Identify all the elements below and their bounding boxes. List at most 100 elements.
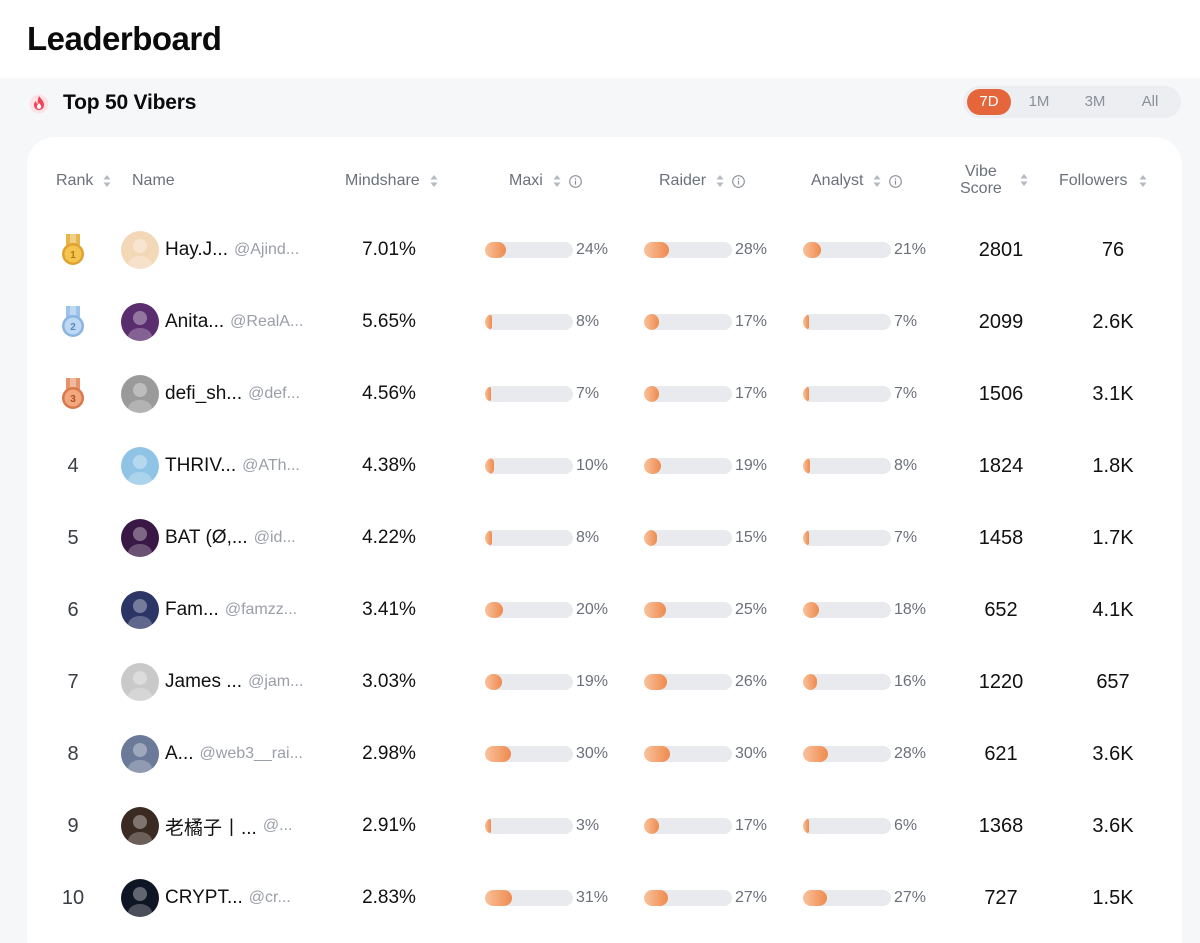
display-name: BAT (Ø,...	[165, 527, 248, 548]
display-name: defi_sh...	[165, 383, 243, 404]
analyst-bar-fill	[803, 746, 828, 762]
avatar[interactable]	[121, 303, 159, 341]
analyst-bar	[803, 386, 891, 402]
analyst-bar	[803, 818, 891, 834]
user-name-cell[interactable]: Fam... @famzz...	[165, 574, 297, 646]
tab-7d[interactable]: 7D	[967, 89, 1011, 115]
raider-cell: 15%	[644, 502, 767, 574]
vibe-score-value: 1506	[978, 382, 1024, 405]
raider-header-label: Raider	[659, 172, 707, 189]
user-handle: @cr...	[248, 889, 291, 906]
maxi-bar	[485, 458, 573, 474]
table-row[interactable]: 4 THRIV... @ATh... 4.38% 10% 19%	[27, 430, 1182, 502]
column-header-raider[interactable]: Raider	[659, 172, 745, 190]
maxi-cell: 24%	[485, 214, 608, 286]
avatar[interactable]	[121, 879, 159, 917]
info-icon[interactable]	[889, 174, 903, 188]
column-header-rank[interactable]: Rank	[56, 172, 111, 190]
maxi-bar-fill	[485, 890, 513, 906]
maxi-header-label: Maxi	[509, 172, 543, 189]
avatar[interactable]	[121, 807, 159, 845]
rank-number: 6	[67, 598, 79, 621]
maxi-bar-fill	[485, 530, 493, 546]
mindshare-value: 5.65%	[362, 311, 416, 332]
analyst-bar-fill	[803, 314, 810, 330]
user-name-cell[interactable]: 老橘子丨... @...	[165, 790, 292, 862]
analyst-bar	[803, 674, 891, 690]
table-row[interactable]: 6 Fam... @famzz... 3.41% 20% 25%	[27, 574, 1182, 646]
table-row[interactable]: 8 A... @web3__rai... 2.98% 30% 30%	[27, 718, 1182, 790]
rank-header-label: Rank	[56, 172, 94, 189]
table-row[interactable]: 10 CRYPT... @cr... 2.83% 31% 27%	[27, 862, 1182, 934]
avatar[interactable]	[121, 735, 159, 773]
vibe-score-value: 1458	[978, 526, 1024, 549]
table-row[interactable]: 7 James ... @jam... 3.03% 19% 26%	[27, 646, 1182, 718]
column-header-analyst[interactable]: Analyst	[811, 172, 903, 190]
raider-bar-fill	[644, 530, 658, 546]
table-row[interactable]: 2 Anita... @RealA... 5.65% 8%	[27, 286, 1182, 358]
user-name-cell[interactable]: CRYPT... @cr...	[165, 862, 291, 934]
avatar[interactable]	[121, 447, 159, 485]
tab-1m[interactable]: 1M	[1028, 93, 1050, 110]
maxi-cell: 31%	[485, 862, 608, 934]
maxi-percent: 8%	[576, 529, 600, 546]
raider-percent: 15%	[735, 529, 768, 546]
sort-icon	[1020, 174, 1028, 186]
analyst-bar-fill	[803, 818, 809, 834]
column-header-followers[interactable]: Followers	[1059, 172, 1147, 190]
user-name-cell[interactable]: A... @web3__rai...	[165, 718, 303, 790]
analyst-percent: 7%	[894, 313, 918, 330]
user-name-cell[interactable]: defi_sh... @def...	[165, 358, 300, 430]
section-title: Top 50 Vibers	[63, 91, 197, 114]
user-name-cell[interactable]: BAT (Ø,... @id...	[165, 502, 296, 574]
info-icon[interactable]	[568, 174, 582, 188]
rank-number: 5	[67, 526, 79, 549]
avatar[interactable]	[121, 231, 159, 269]
avatar[interactable]	[121, 519, 159, 557]
display-name: Fam...	[165, 599, 219, 620]
user-handle: @Ajind...	[234, 241, 300, 258]
maxi-percent: 20%	[576, 601, 609, 618]
raider-bar-fill	[644, 890, 668, 906]
tab-all[interactable]: All	[1141, 93, 1159, 110]
user-name-cell[interactable]: THRIV... @ATh...	[165, 430, 300, 502]
followers-value: 1.5K	[1092, 886, 1134, 909]
avatar[interactable]	[121, 663, 159, 701]
user-handle: @jam...	[248, 673, 304, 690]
column-header-maxi[interactable]: Maxi	[509, 172, 582, 190]
table-row[interactable]: 1 Hay.J... @Ajind... 7.01% 24%	[27, 214, 1182, 286]
raider-cell: 28%	[644, 214, 767, 286]
maxi-bar	[485, 674, 573, 690]
raider-bar	[644, 674, 732, 690]
avatar[interactable]	[121, 591, 159, 629]
user-name-cell[interactable]: James ... @jam...	[165, 646, 303, 718]
table-row[interactable]: 3 defi_sh... @def... 4.56% 7%	[27, 358, 1182, 430]
flame-icon	[29, 94, 49, 114]
analyst-bar-fill	[803, 602, 819, 618]
followers-value: 3.6K	[1092, 814, 1134, 837]
raider-bar	[644, 746, 732, 762]
avatar[interactable]	[121, 375, 159, 413]
analyst-cell: 7%	[803, 286, 917, 358]
table-row[interactable]: 9 老橘子丨... @... 2.91% 3% 17%	[27, 790, 1182, 862]
column-header-vibe-score[interactable]: Vibe Score	[960, 163, 1028, 197]
sort-icon	[716, 175, 724, 187]
analyst-percent: 8%	[894, 457, 918, 474]
analyst-percent: 7%	[894, 529, 918, 546]
raider-percent: 26%	[735, 673, 768, 690]
info-icon[interactable]	[732, 174, 745, 188]
table-row[interactable]: 5 BAT (Ø,... @id... 4.22% 8% 15%	[27, 502, 1182, 574]
raider-bar	[644, 314, 732, 330]
analyst-cell: 27%	[803, 862, 926, 934]
user-name-cell[interactable]: Hay.J... @Ajind...	[165, 214, 299, 286]
svg-text:1: 1	[70, 250, 76, 261]
user-name-cell[interactable]: Anita... @RealA...	[165, 286, 303, 358]
analyst-bar-fill	[803, 674, 818, 690]
raider-bar-fill	[644, 242, 669, 258]
tab-3m[interactable]: 3M	[1084, 93, 1106, 110]
vibe-score-value: 1368	[978, 814, 1024, 837]
analyst-cell: 16%	[803, 646, 926, 718]
column-header-mindshare[interactable]: Mindshare	[345, 172, 438, 190]
raider-bar	[644, 890, 732, 906]
raider-bar	[644, 458, 732, 474]
